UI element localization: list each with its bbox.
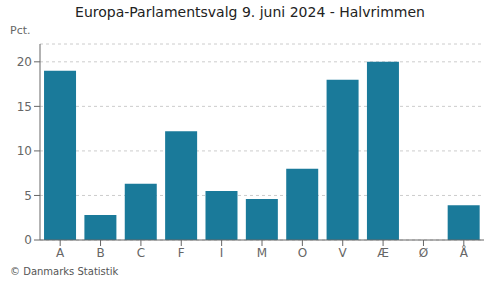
svg-text:F: F: [178, 246, 185, 260]
svg-text:O: O: [298, 246, 307, 260]
svg-text:M: M: [257, 246, 267, 260]
svg-text:B: B: [96, 246, 104, 260]
svg-text:V: V: [339, 246, 348, 260]
html-text:Europa-Parlamentsvalg 9. juni: Europa-Parlamentsvalg 9. juni 2024 - Hal…: [75, 4, 425, 20]
svg-text:A: A: [56, 246, 65, 260]
svg-text:20: 20: [17, 55, 32, 69]
svg-text:I: I: [220, 246, 224, 260]
html-text:Pct.: Pct.: [10, 24, 31, 37]
svg-text:10: 10: [17, 144, 32, 158]
svg-text:5: 5: [24, 189, 32, 203]
svg-text:Ø: Ø: [419, 246, 428, 260]
svg-text:Å: Å: [460, 245, 469, 260]
svg-text:0: 0: [24, 233, 32, 247]
svg-text:Æ: Æ: [377, 246, 389, 260]
svg-text:C: C: [137, 246, 145, 260]
svg-text:15: 15: [17, 100, 32, 114]
html-text:© Danmarks Statistik: © Danmarks Statistik: [10, 266, 119, 277]
